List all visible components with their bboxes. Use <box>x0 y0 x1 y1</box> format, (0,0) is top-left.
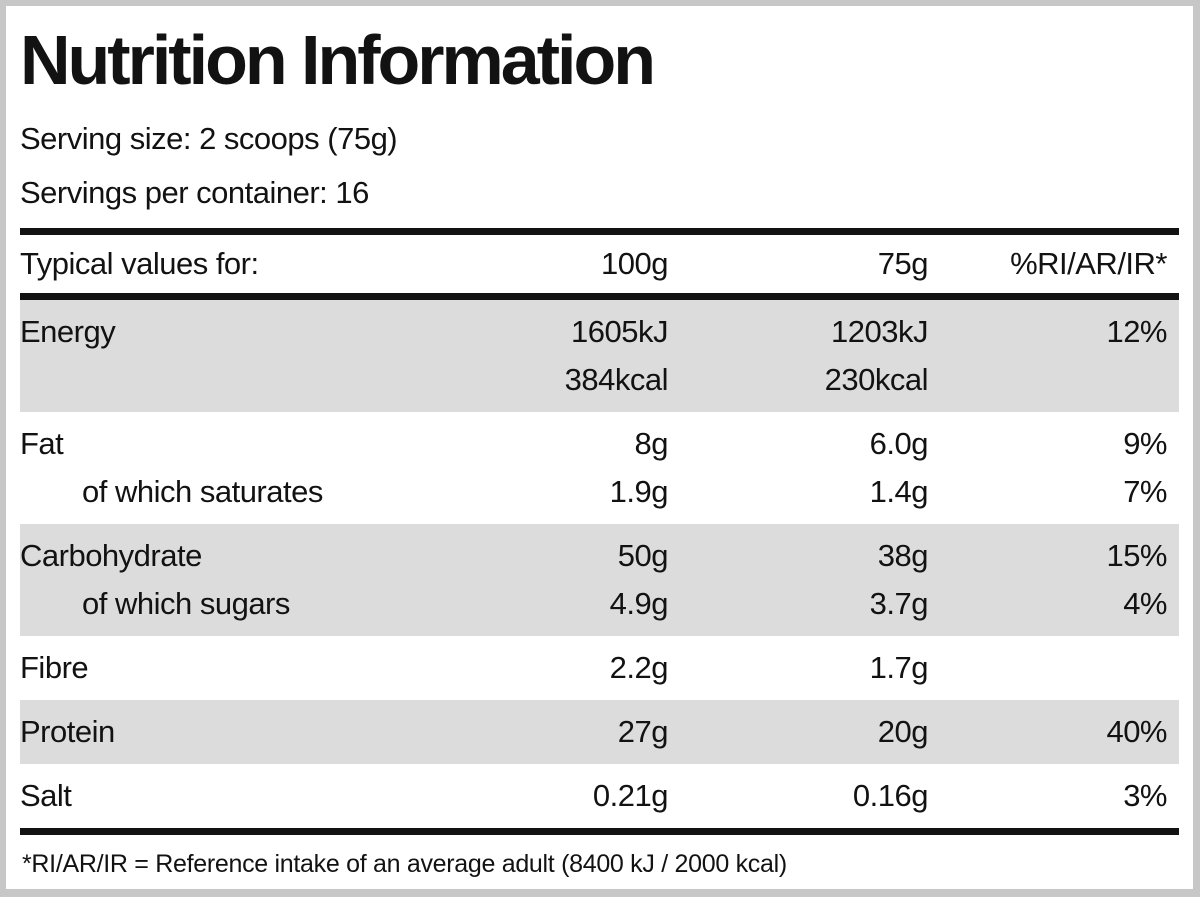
value-per-100g: 1605kJ <box>571 314 668 349</box>
servings-per-container-text: Servings per container: 16 <box>20 175 369 210</box>
row-protein: Protein 27g 20g 40% <box>20 700 1179 764</box>
column-header-typical-values: Typical values for: <box>20 246 259 281</box>
value-per-100g: 1.9g <box>609 474 669 509</box>
value-ri-percent: 3% <box>1123 778 1167 813</box>
table-row: of which saturates 1.9g 1.4g 7% <box>20 468 1168 516</box>
column-header-ri-ar-ir: %RI/AR/IR* <box>1010 246 1167 281</box>
divider-bottom <box>20 828 1179 835</box>
serving-info: Serving size: 2 scoops (75g) Servings pe… <box>20 112 1179 220</box>
value-per-75g: 3.7g <box>869 586 929 621</box>
table-header-row: Typical values for: 100g 75g %RI/AR/IR* <box>20 235 1179 293</box>
divider-header <box>20 293 1179 300</box>
serving-size-text: Serving size: 2 scoops (75g) <box>20 121 398 156</box>
column-header-100g: 100g <box>601 246 668 281</box>
nutrient-label: Fat <box>20 426 64 461</box>
value-per-75g: 0.16g <box>852 778 929 813</box>
nutrition-label-card: Nutrition Information Serving size: 2 sc… <box>6 6 1193 889</box>
nutrient-sublabel: of which sugars <box>82 586 290 621</box>
row-fibre: Fibre 2.2g 1.7g <box>20 636 1179 700</box>
value-ri-percent: 15% <box>1106 538 1167 573</box>
table-row: Energy 1605kJ 1203kJ 12% <box>20 308 1168 356</box>
value-per-100g: 50g <box>617 538 669 573</box>
row-fat: Fat 8g 6.0g 9% of which saturates 1.9g 1… <box>20 412 1179 524</box>
table-row: Protein 27g 20g 40% <box>20 708 1168 756</box>
value-per-75g: 230kcal <box>824 362 929 397</box>
value-per-100g: 4.9g <box>609 586 669 621</box>
value-per-75g: 6.0g <box>869 426 929 461</box>
table-row: Fibre 2.2g 1.7g <box>20 644 1167 692</box>
table-row: Salt 0.21g 0.16g 3% <box>20 772 1168 820</box>
value-per-75g: 1.4g <box>869 474 929 509</box>
nutrient-label: Carbohydrate <box>20 538 202 573</box>
value-per-100g: 0.21g <box>592 778 669 813</box>
value-per-75g: 1.7g <box>869 650 929 685</box>
nutrient-label: Salt <box>20 778 72 813</box>
value-ri-percent: 40% <box>1106 714 1167 749</box>
table-row: Carbohydrate 50g 38g 15% <box>20 532 1168 580</box>
divider-top <box>20 228 1179 235</box>
value-per-75g: 20g <box>877 714 929 749</box>
table-row: of which sugars 4.9g 3.7g 4% <box>20 580 1168 628</box>
value-ri-percent: 7% <box>1123 474 1167 509</box>
nutrient-label: Protein <box>20 714 115 749</box>
row-salt: Salt 0.21g 0.16g 3% <box>20 764 1179 828</box>
nutrient-label: Fibre <box>20 650 89 685</box>
value-per-75g: 38g <box>877 538 929 573</box>
value-per-100g: 8g <box>634 426 669 461</box>
page-title: Nutrition Information <box>20 21 656 99</box>
row-energy: Energy 1605kJ 1203kJ 12% 384kcal 230kcal <box>20 300 1179 412</box>
row-carbohydrate: Carbohydrate 50g 38g 15% of which sugars… <box>20 524 1179 636</box>
nutrient-label: Energy <box>20 314 116 349</box>
value-per-100g: 27g <box>617 714 669 749</box>
value-per-100g: 384kcal <box>564 362 669 397</box>
table-row: 384kcal 230kcal <box>20 356 1167 404</box>
value-per-75g: 1203kJ <box>831 314 928 349</box>
value-ri-percent: 4% <box>1123 586 1167 621</box>
reference-intake-footnote: *RI/AR/IR = Reference intake of an avera… <box>22 850 787 878</box>
value-ri-percent: 9% <box>1123 426 1167 461</box>
column-header-75g: 75g <box>877 246 929 281</box>
nutrient-sublabel: of which saturates <box>82 474 323 509</box>
table-row: Fat 8g 6.0g 9% <box>20 420 1168 468</box>
value-ri-percent: 12% <box>1106 314 1167 349</box>
value-per-100g: 2.2g <box>609 650 669 685</box>
